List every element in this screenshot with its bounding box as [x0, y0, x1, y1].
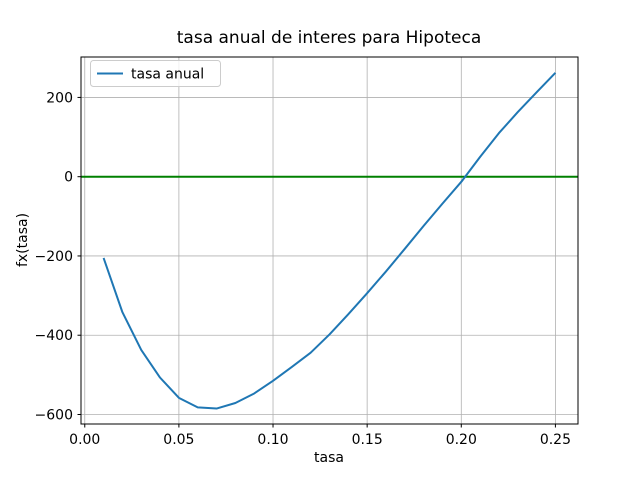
x-tick-label: 0.05 — [163, 432, 194, 448]
y-tick-label: 0 — [64, 170, 73, 186]
chart-title: tasa anual de interes para Hipoteca — [177, 28, 482, 48]
plot-border — [80, 56, 579, 425]
x-tick-label: 0.20 — [446, 432, 477, 448]
x-axis-label: tasa — [314, 450, 344, 466]
y-tick-label: −600 — [35, 407, 73, 423]
y-axis-label: fx(tasa) — [15, 213, 31, 267]
x-tick-label: 0.25 — [540, 432, 571, 448]
legend-label: tasa anual — [131, 67, 204, 83]
x-tick-label: 0.10 — [257, 432, 288, 448]
y-tick-label: −200 — [35, 249, 73, 265]
x-tick-label: 0.15 — [352, 432, 383, 448]
axis-ticks: 0.00 0.05 0.10 0.15 0.20 0.25 200 0 −200 −400 −600 — [35, 90, 571, 448]
gridlines — [81, 57, 578, 424]
legend-box — [90, 60, 221, 87]
y-tick-label: −400 — [35, 328, 73, 344]
legend: tasa anual — [90, 60, 221, 87]
y-tick-label: 200 — [46, 90, 73, 106]
x-tick-label: 0.00 — [69, 432, 100, 448]
series-tasa-anual-line — [102, 72, 557, 410]
